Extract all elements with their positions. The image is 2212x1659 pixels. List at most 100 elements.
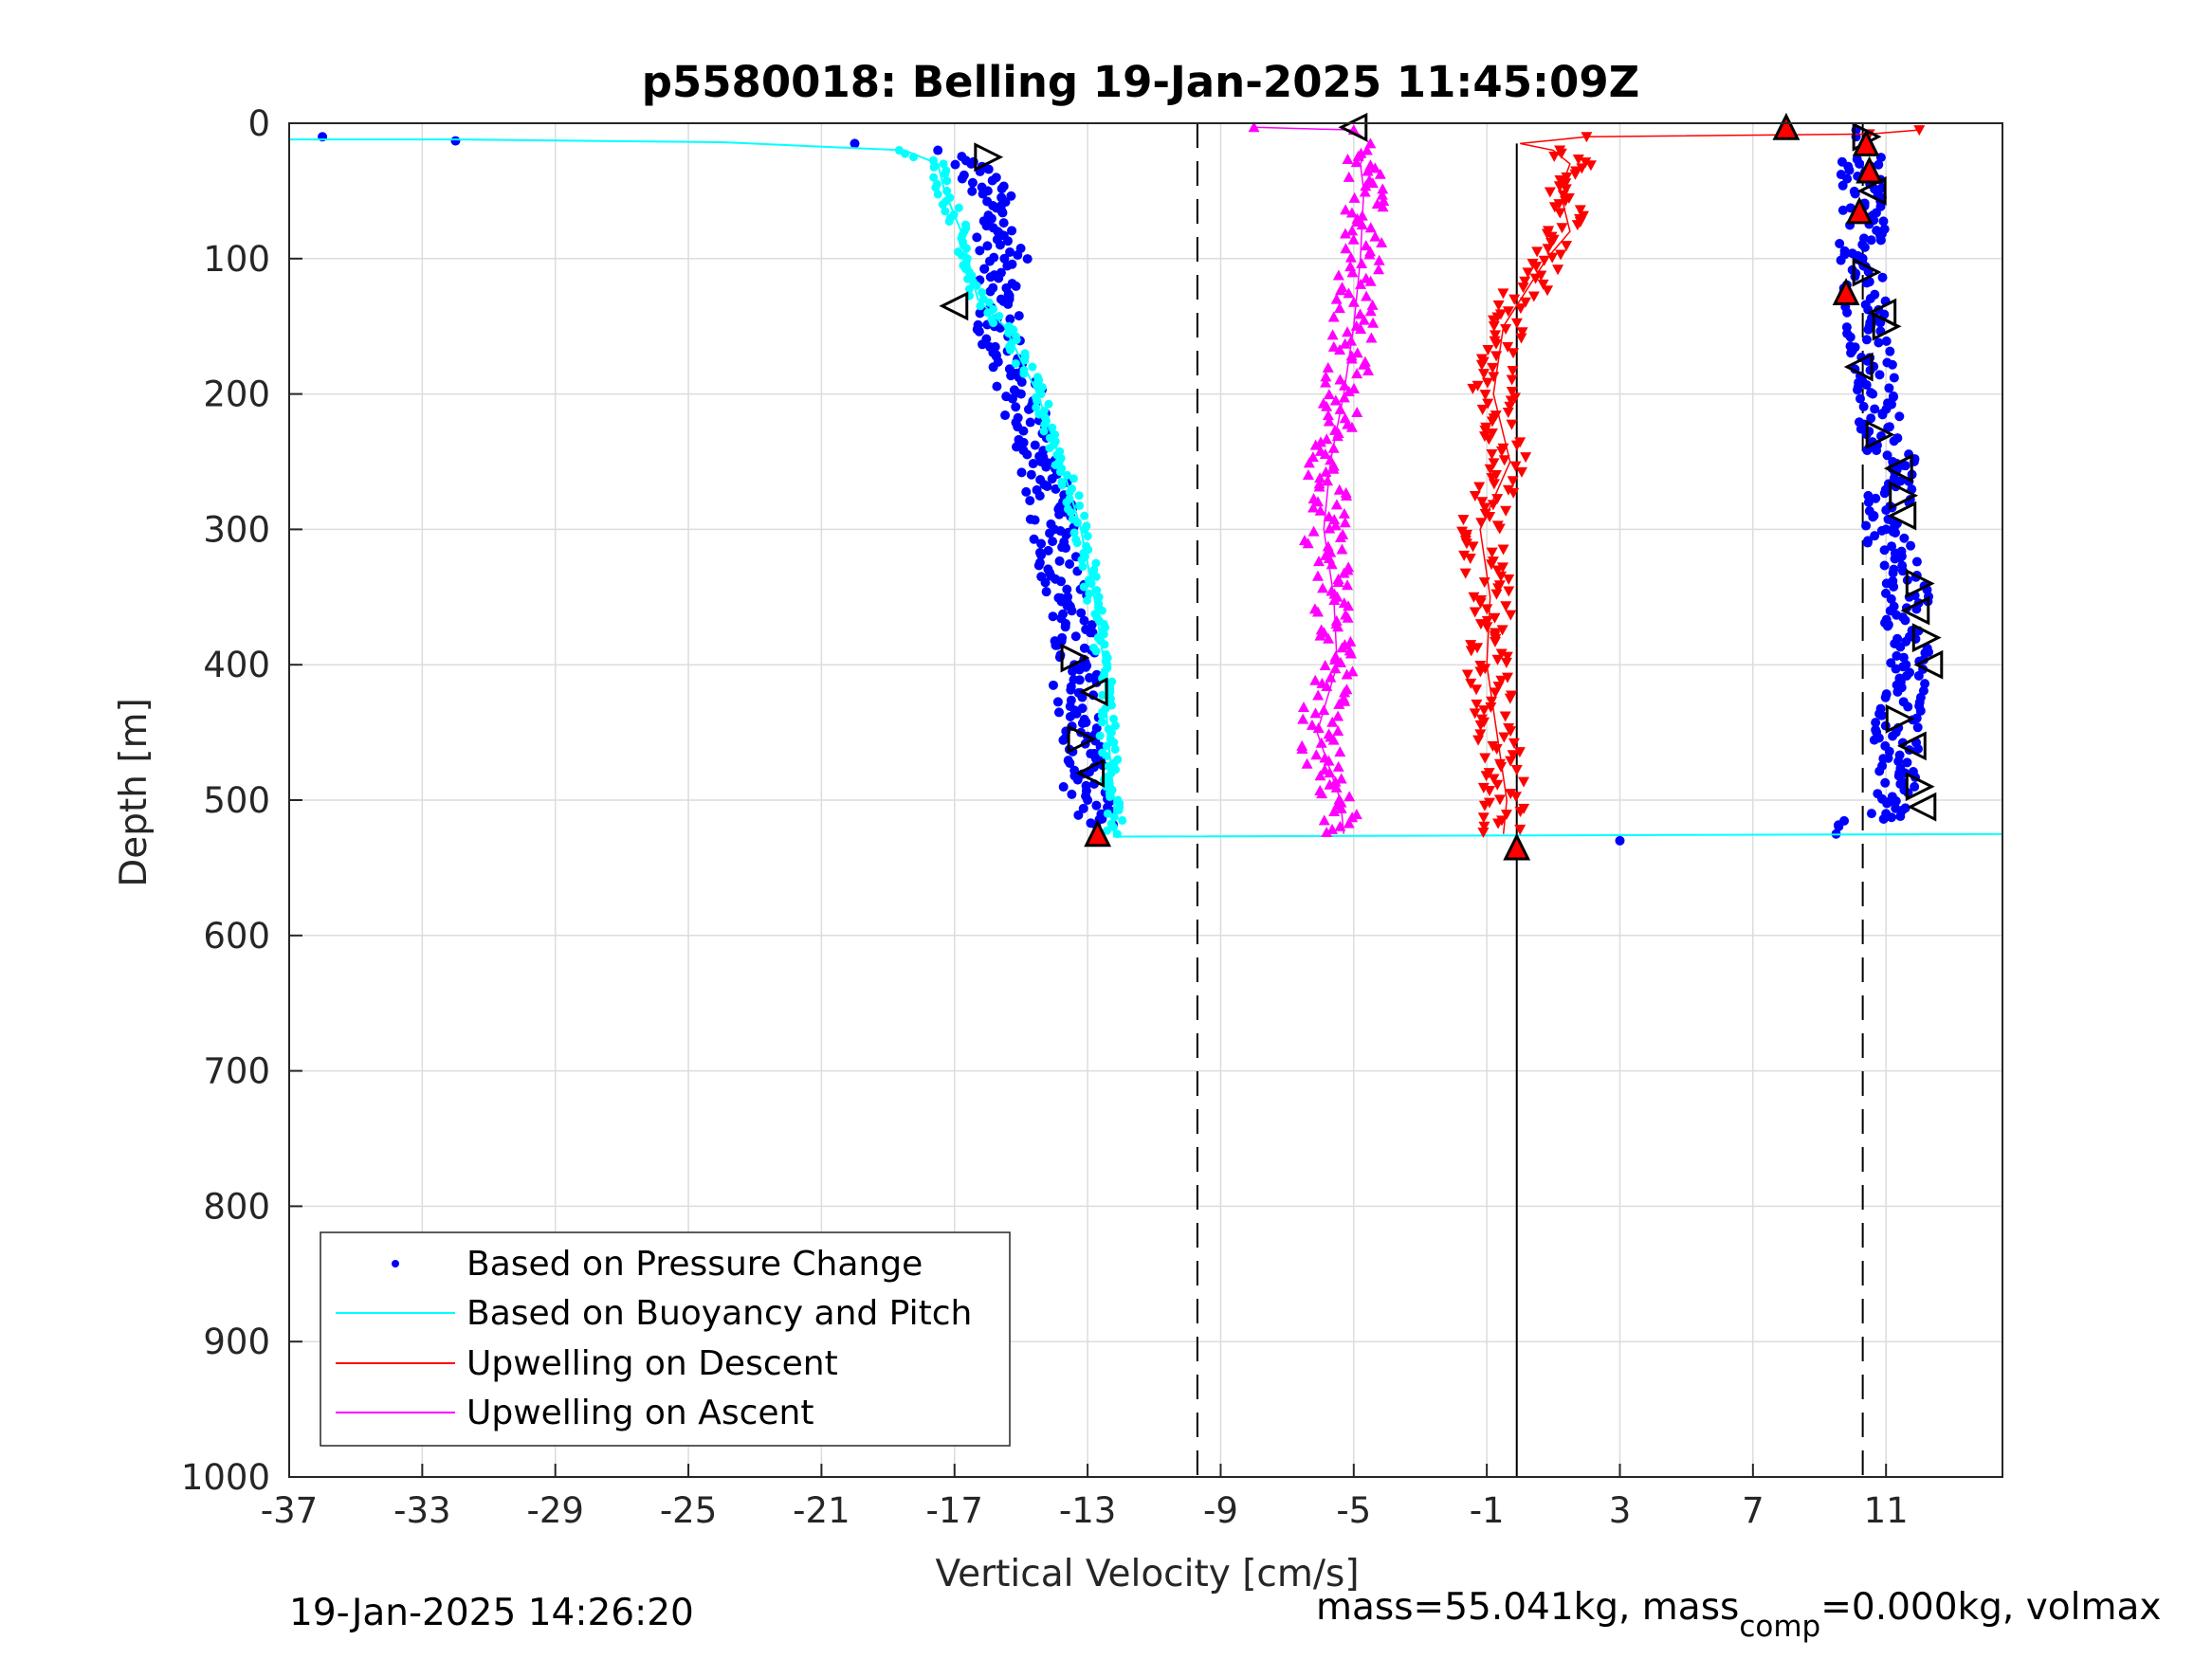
pressure-point [1900, 461, 1910, 471]
ascent-triangle [1365, 332, 1378, 343]
pressure-point [1065, 758, 1075, 769]
ascent-triangle [1355, 323, 1367, 335]
descent-triangle [1477, 812, 1490, 824]
descent-triangle [1474, 720, 1487, 731]
pressure-point [1074, 675, 1085, 685]
descent-triangle [1507, 750, 1519, 761]
pressure-point [999, 253, 1010, 264]
ascent-triangle [1329, 663, 1342, 674]
pressure-point [1051, 483, 1061, 494]
descent-triangle [1498, 455, 1510, 466]
buoyancy-point [941, 170, 950, 179]
buoyancy-point [1091, 558, 1101, 568]
pressure-point [1897, 566, 1908, 576]
buoyancy-point [1055, 467, 1065, 477]
descent-triangle [1488, 320, 1500, 332]
descent-triangle [1508, 348, 1520, 359]
buoyancy-point [964, 284, 974, 294]
ascent-triangle [1334, 403, 1346, 414]
red-triangle-marker [1084, 819, 1112, 848]
event-markers [939, 112, 1944, 861]
descent-triangle [1474, 729, 1487, 740]
ascent-triangle [1315, 737, 1327, 748]
footer-stats-prefix: mass=55.041kg, mass [1316, 1586, 1739, 1629]
y-tick-label: 100 [203, 239, 270, 280]
ascent-triangle [1332, 710, 1344, 721]
ascent-triangle [1340, 243, 1352, 254]
ascent-triangle [1339, 686, 1351, 698]
ascent-triangle [1361, 144, 1373, 155]
ascent-triangle [1329, 775, 1342, 787]
buoyancy-point [1104, 761, 1113, 771]
descent-triangle [1495, 648, 1508, 660]
buoyancy-point [978, 288, 987, 297]
pressure-point [1879, 545, 1890, 556]
buoyancy-point [1062, 498, 1071, 507]
pressure-point [1026, 469, 1036, 480]
pressure-point [1041, 587, 1051, 597]
buoyancy-point [1085, 589, 1094, 598]
descent-triangle [1542, 285, 1554, 297]
pressure-point [1078, 803, 1088, 813]
pressure-point [1048, 680, 1058, 690]
pressure-point [1889, 581, 1899, 592]
open-triangle-marker [1887, 501, 1917, 531]
pressure-point [1021, 486, 1032, 497]
pressure-point [985, 286, 996, 297]
pressure-point [1070, 631, 1081, 642]
pressure-point [1895, 811, 1906, 822]
descent-triangle [1481, 604, 1493, 615]
ascent-triangle [1323, 632, 1335, 644]
descent-triangle [1456, 526, 1469, 538]
red-triangle-marker [1503, 832, 1531, 861]
ascent-triangle [1327, 463, 1340, 474]
ascent-triangle [1311, 570, 1324, 581]
pressure-point [994, 273, 1004, 283]
ascent-triangle [1335, 773, 1347, 784]
pressure-point [1000, 410, 1011, 421]
buoyancy-point [939, 159, 948, 169]
open-triangle-marker [1852, 257, 1882, 287]
ascent-triangle [1323, 415, 1335, 427]
ascent-triangle [1346, 266, 1359, 278]
descent-triangle [1486, 416, 1498, 428]
pressure-point [1866, 809, 1876, 819]
descent-triangle [1505, 610, 1517, 621]
pressure-point [1872, 446, 1882, 456]
ascent-triangle [1316, 788, 1328, 799]
pressure-point [988, 362, 998, 373]
descent-triangle [1461, 669, 1473, 681]
ascent-triangle [1319, 448, 1331, 460]
descent-triangle [1471, 684, 1483, 696]
buoyancy-point [942, 176, 952, 186]
descent-triangle [1486, 559, 1498, 571]
descent-triangle [1557, 190, 1569, 201]
descent-triangle [1522, 267, 1534, 279]
descent-triangle [1474, 661, 1487, 672]
descent-triangle [1492, 818, 1505, 830]
pressure-point [1874, 337, 1884, 348]
open-triangle-marker [1060, 643, 1090, 673]
descent-triangle [1576, 163, 1588, 174]
ascent-triangle [1323, 755, 1335, 766]
ascent-triangle [1314, 770, 1326, 781]
x-tick-label: 11 [1864, 1490, 1909, 1531]
pressure-point [1892, 650, 1902, 661]
pressure-point [1853, 385, 1863, 395]
ascent-triangle [1339, 695, 1351, 706]
pressure-point [1036, 550, 1047, 560]
ascent-triangle [1376, 189, 1388, 200]
descent-triangle [1580, 157, 1592, 169]
pressure-point [1007, 393, 1017, 404]
ascent-triangle [1322, 361, 1334, 373]
descent-triangle [1465, 678, 1477, 689]
descent-triangle [1460, 538, 1472, 550]
ascent-triangle [1351, 407, 1363, 418]
pressure-point [1006, 191, 1016, 201]
descent-triangle [1527, 291, 1540, 302]
buoyancy-point [909, 153, 919, 162]
pressure-point [1877, 272, 1888, 283]
descent-triangle [1515, 333, 1527, 344]
series-upwelling-on-descent [1456, 125, 1926, 838]
pressure-point [1891, 664, 1901, 674]
